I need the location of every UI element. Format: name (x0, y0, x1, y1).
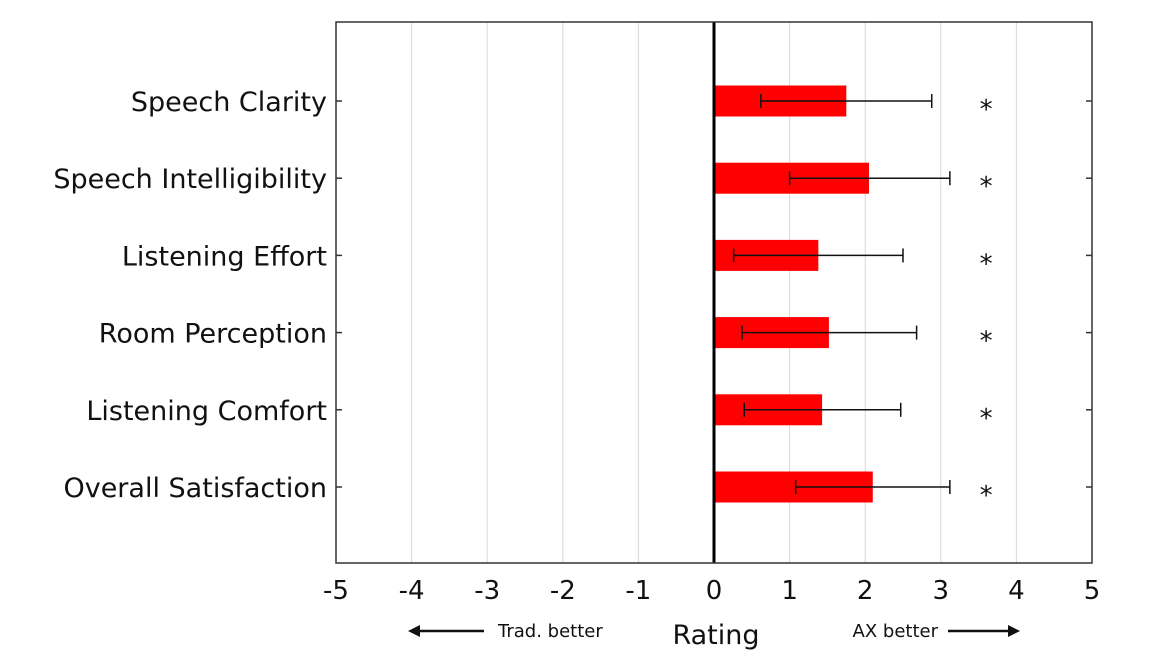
x-tick-label: 2 (857, 576, 874, 606)
error-bar (794, 480, 951, 494)
category-label: Listening Effort (122, 241, 327, 272)
left-annotation-text: Trad. better (497, 621, 603, 642)
right-annotation: AX better (853, 621, 1020, 642)
significance-star: * (980, 172, 993, 202)
category-label: Speech Clarity (131, 87, 327, 118)
x-tick-labels: -5 -4 -3 -2 -1 0 1 2 3 4 5 (323, 576, 1100, 606)
y-ticks (336, 100, 1092, 488)
x-tick-label: 3 (933, 576, 950, 606)
significance-markers: * * * * * * (980, 95, 993, 511)
left-arrow-icon (408, 625, 420, 637)
x-tick-label: -1 (625, 576, 651, 606)
x-tick-label: -3 (474, 576, 500, 606)
significance-star: * (980, 249, 993, 279)
x-tick-label: -5 (323, 576, 349, 606)
category-label: Room Perception (99, 319, 327, 350)
x-tick-label: 4 (1008, 576, 1025, 606)
x-tick-label: 1 (781, 576, 798, 606)
right-arrow-icon (1008, 625, 1020, 637)
significance-star: * (980, 404, 993, 434)
x-tick-label: -2 (550, 576, 576, 606)
bars (714, 85, 873, 503)
error-bar (743, 402, 902, 417)
x-tick-label: -4 (399, 576, 425, 606)
x-axis-label: Rating (672, 620, 759, 651)
error-bar (732, 248, 904, 263)
plot-frame (335, 21, 1093, 564)
error-bar (788, 171, 951, 186)
left-annotation: Trad. better (408, 621, 603, 642)
significance-star: * (980, 327, 993, 357)
error-bar (760, 94, 933, 108)
error-bar (741, 325, 918, 340)
right-annotation-text: AX better (853, 621, 939, 642)
category-labels: Speech Clarity Speech Intelligibility List… (53, 87, 327, 504)
error-bars (732, 94, 951, 494)
x-tick-label: 5 (1084, 576, 1101, 606)
x-tick-label: 0 (706, 576, 723, 606)
category-label: Listening Comfort (86, 396, 327, 427)
significance-star: * (980, 95, 993, 125)
significance-star: * (980, 481, 993, 511)
category-label: Speech Intelligibility (53, 164, 327, 195)
category-label: Overall Satisfaction (63, 473, 327, 504)
